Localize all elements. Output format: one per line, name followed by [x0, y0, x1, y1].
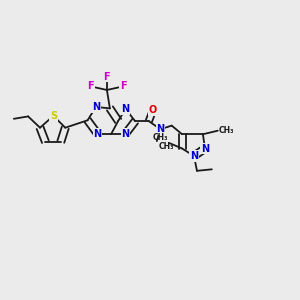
- Text: F: F: [87, 81, 94, 92]
- Text: S: S: [50, 111, 57, 121]
- Text: O: O: [149, 106, 157, 116]
- Text: N: N: [201, 143, 209, 154]
- Text: N: N: [92, 102, 100, 112]
- Text: F: F: [103, 72, 110, 82]
- Text: CH₃: CH₃: [219, 126, 235, 135]
- Text: N: N: [190, 151, 198, 161]
- Text: CH₃: CH₃: [153, 133, 168, 142]
- Text: CH₃: CH₃: [158, 142, 174, 151]
- Text: N: N: [122, 104, 130, 114]
- Text: F: F: [120, 81, 127, 92]
- Text: N: N: [122, 129, 130, 139]
- Text: N: N: [156, 124, 164, 134]
- Text: N: N: [93, 129, 101, 139]
